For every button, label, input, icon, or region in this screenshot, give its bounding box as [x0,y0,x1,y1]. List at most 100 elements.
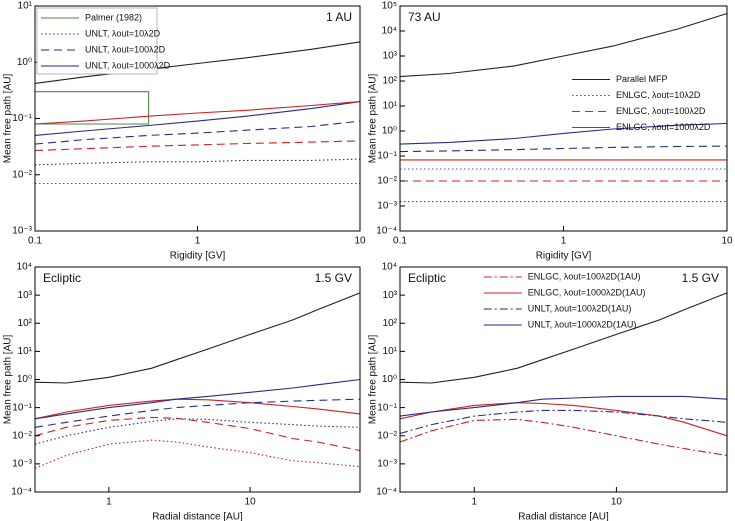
y-tick-label: 10⁻² [377,430,397,441]
series-line [399,12,728,78]
x-tick-label: 1 [195,236,201,247]
x-tick-label: 1 [561,236,567,247]
legend-label: ENLGC, λout=1000λ2D(1AU) [528,287,646,297]
series-line [34,158,361,166]
y-tick-label: 10³ [18,290,33,301]
y-tick-label: 10⁻³ [377,201,397,212]
plot-area [34,41,361,185]
y-tick-label: 10³ [383,290,398,301]
plot-area [399,292,728,456]
axes-frame [34,266,361,493]
series-line [34,101,361,136]
series-line [34,140,361,152]
y-tick-label: 10⁻² [12,430,32,441]
annotation: 73 AU [408,10,441,24]
series-line [34,101,361,125]
series-line [399,395,728,417]
y-tick-label: 10⁻⁴ [11,487,32,498]
series-line [34,416,361,452]
y-tick-label: 10¹ [18,1,33,12]
y-tick-label: 10⁴ [382,26,397,37]
legend-label: ENLGC, λout=1000λ2D [616,122,711,132]
x-tick-label: 0.1 [28,236,42,247]
annotation: 1.5 GV [315,271,352,285]
series-line [34,439,361,469]
x-tick-label: 1 [106,497,112,508]
y-tick-label: 10⁴ [17,262,32,273]
series-line [399,122,728,145]
y-tick-label: 10⁻³ [12,226,32,237]
x-axis-label: Radial distance [AU] [518,512,609,521]
legend-label: ENLGC, λout=100λ2D(1AU) [528,271,641,281]
axes-frame [399,266,728,493]
y-tick-label: 10⁻¹ [377,402,397,413]
x-tick-label: 10 [721,236,733,247]
series-line [34,41,361,84]
legend-label: UNLT, λout=100λ2D(1AU) [528,303,632,313]
y-tick-label: 10⁰ [382,374,397,385]
y-axis-label: Mean free path [AU] [3,74,14,164]
x-tick-label: 0.1 [393,236,407,247]
legend-frame [36,7,158,75]
x-axis-label: Rigidity [GV] [170,251,226,262]
y-tick-label: 10² [383,318,398,329]
y-tick-label: 10⁻¹ [12,402,32,413]
y-tick-label: 10⁻³ [377,459,397,470]
x-tick-label: 10 [245,497,257,508]
legend-label: UNLT, λout=100λ2D [85,44,166,54]
series-line [399,292,728,384]
series-line [399,409,728,435]
annotation: 1 AU [326,10,352,24]
plot-area [399,12,728,203]
series-line [399,402,728,437]
y-axis-label: Mean free path [AU] [368,74,379,164]
annotation: Ecliptic [408,271,446,285]
series-line [34,292,361,384]
y-tick-label: 10⁵ [382,1,397,12]
x-axis-label: Radial distance [AU] [152,512,243,521]
series-line [35,91,150,125]
plot-area [34,292,361,469]
y-tick-label: 10⁻² [12,169,32,180]
annotation: 1.5 GV [682,271,719,285]
series-line [34,418,361,445]
series-line [399,418,728,456]
y-axis-label: Mean free path [AU] [368,335,379,425]
y-tick-label: 10⁰ [382,126,397,137]
y-tick-label: 10⁰ [17,57,32,68]
y-tick-label: 10⁻⁴ [376,487,397,498]
y-tick-label: 10⁴ [382,262,397,273]
y-tick-label: 10² [383,76,398,87]
x-axis-label: Rigidity [GV] [536,251,592,262]
y-tick-label: 10⁻² [377,176,397,187]
legend-label: UNLT, λout=10λ2D [85,28,161,38]
legend-label: UNLT, λout=1000λ2D [85,60,171,70]
annotation: Ecliptic [43,271,81,285]
x-tick-label: 10 [611,497,623,508]
y-tick-label: 10⁻⁴ [376,226,397,237]
y-tick-label: 10¹ [18,346,33,357]
series-line [34,120,361,145]
series-line [34,378,361,420]
y-tick-label: 10⁻³ [12,459,32,470]
axes-frame [399,5,728,232]
y-tick-label: 10¹ [383,346,398,357]
legend-label: ENLGC, λout=10λ2D [616,90,701,100]
y-tick-label: 10³ [383,51,398,62]
legend-label: Palmer (1982) [85,12,142,22]
y-tick-label: 10⁻¹ [12,113,32,124]
series-line [34,398,361,428]
legend-label: UNLT, λout=1000λ2D(1AU) [528,319,637,329]
series-line [399,145,728,153]
legend-label: Parallel MFP [616,74,668,84]
y-tick-label: 10⁰ [17,374,32,385]
y-tick-label: 10¹ [383,101,398,112]
x-tick-label: 10 [354,236,366,247]
legend-label: ENLGC, λout=100λ2D [616,106,706,116]
y-axis-label: Mean free path [AU] [3,335,14,425]
y-tick-label: 10⁻¹ [377,151,397,162]
y-tick-label: 10² [18,318,33,329]
series-line [34,398,361,420]
x-tick-label: 1 [472,497,478,508]
